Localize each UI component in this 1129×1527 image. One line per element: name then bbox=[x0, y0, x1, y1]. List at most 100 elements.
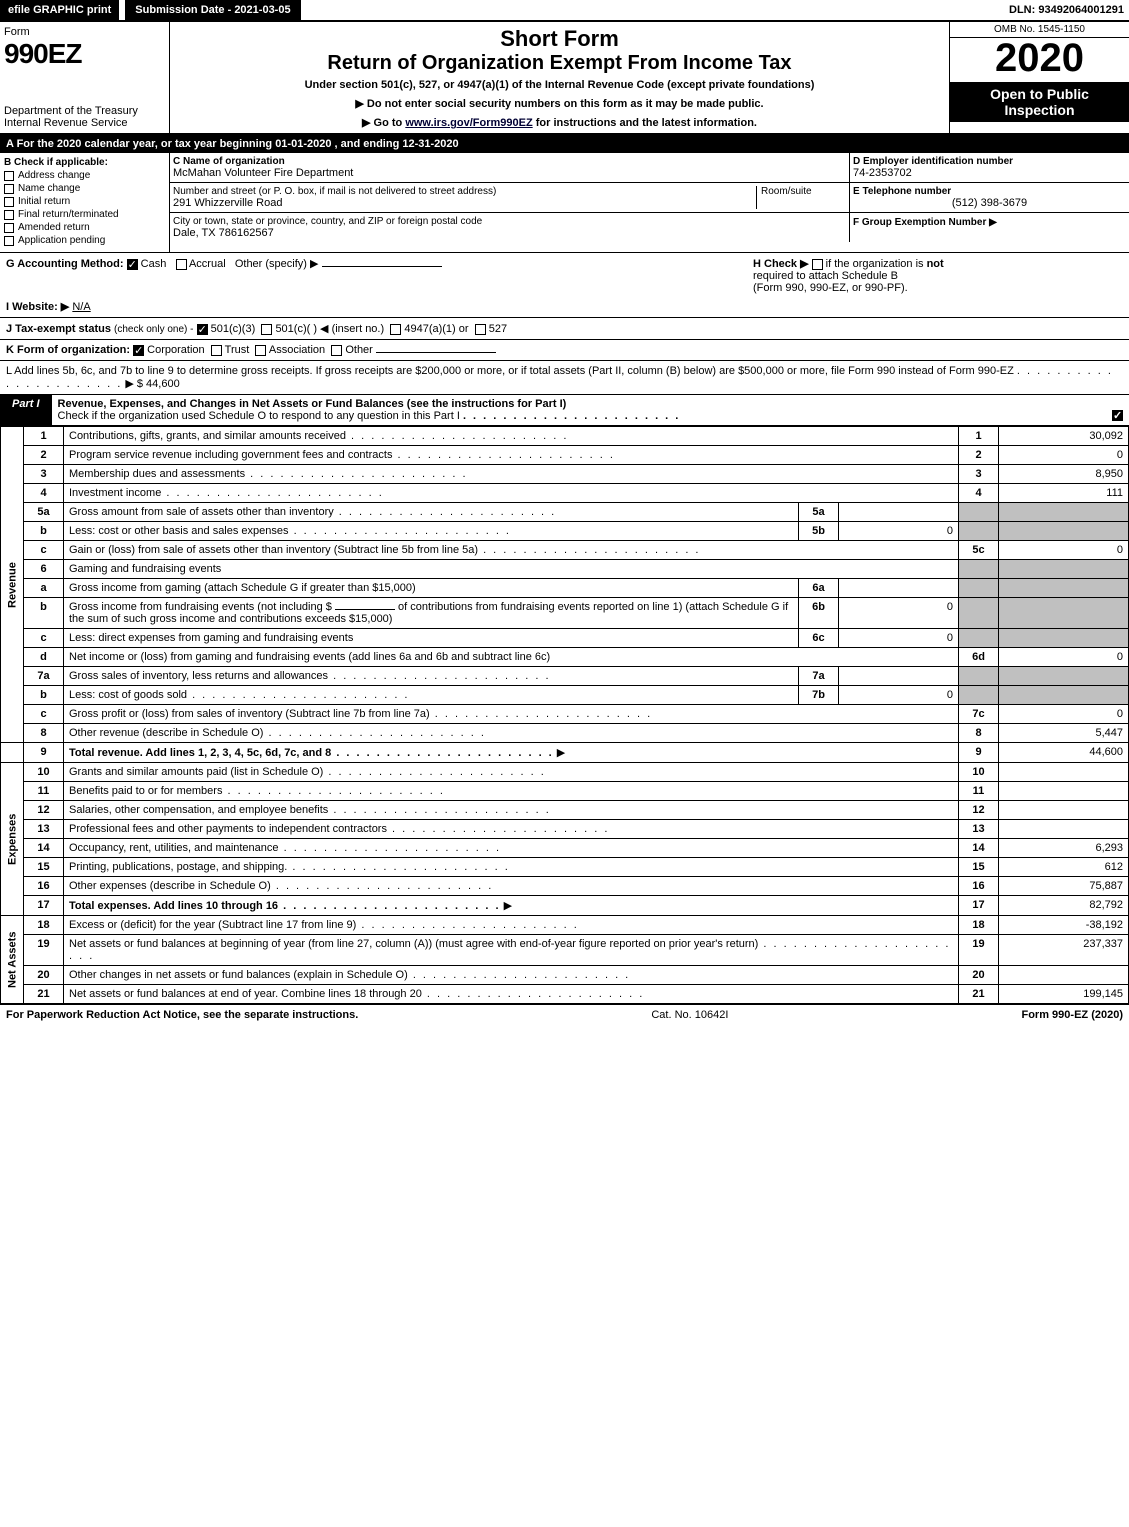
expenses-sidebar: Expenses bbox=[1, 763, 24, 916]
row-12-amt bbox=[999, 801, 1129, 820]
row-6d-rn: 6d bbox=[959, 648, 999, 667]
row-7b-no: b bbox=[24, 686, 64, 705]
org-name-label: C Name of organization bbox=[173, 156, 846, 167]
efile-print-button[interactable]: efile GRAPHIC print bbox=[0, 0, 119, 20]
row-10-desc: Grants and similar amounts paid (list in… bbox=[69, 766, 546, 778]
cat-no: Cat. No. 10642I bbox=[651, 1009, 728, 1021]
row-4-rn: 4 bbox=[959, 484, 999, 503]
accrual-checkbox[interactable] bbox=[176, 259, 187, 270]
row-6a-sub: 6a bbox=[799, 579, 839, 598]
form-of-org-label: K Form of organization: bbox=[6, 344, 130, 356]
row-19-amt: 237,337 bbox=[999, 935, 1129, 966]
row-6c-sub: 6c bbox=[799, 629, 839, 648]
row-17-rn: 17 bbox=[959, 896, 999, 916]
cash-checkbox[interactable] bbox=[127, 259, 138, 270]
revenue-sidebar: Revenue bbox=[1, 427, 24, 743]
row-5b-subval: 0 bbox=[839, 522, 959, 541]
4947-label: 4947(a)(1) or bbox=[404, 323, 468, 335]
line-l-text: L Add lines 5b, 6c, and 7b to line 9 to … bbox=[6, 365, 1014, 377]
final-return-checkbox[interactable] bbox=[4, 210, 14, 220]
501c3-checkbox[interactable] bbox=[197, 324, 208, 335]
row-6d-desc: Net income or (loss) from gaming and fun… bbox=[64, 648, 959, 667]
4947-checkbox[interactable] bbox=[390, 324, 401, 335]
row-18-amt: -38,192 bbox=[999, 916, 1129, 935]
row-12-desc: Salaries, other compensation, and employ… bbox=[69, 804, 551, 816]
association-checkbox[interactable] bbox=[255, 345, 266, 356]
city-label: City or town, state or province, country… bbox=[173, 216, 846, 227]
street-address: 291 Whizzerville Road bbox=[173, 197, 756, 209]
row-17-desc: Total expenses. Add lines 10 through 16 bbox=[69, 900, 501, 912]
schedule-o-checkbox[interactable] bbox=[1112, 410, 1123, 421]
ein-value: 74-2353702 bbox=[853, 167, 1126, 179]
initial-return-checkbox[interactable] bbox=[4, 197, 14, 207]
row-2-rn: 2 bbox=[959, 446, 999, 465]
line-h-text3: (Form 990, 990-EZ, or 990-PF). bbox=[753, 282, 908, 294]
row-5c-amt: 0 bbox=[999, 541, 1129, 560]
check-if-applicable: B Check if applicable: Address change Na… bbox=[0, 153, 170, 252]
row-7b-amt bbox=[999, 686, 1129, 705]
row-13-no: 13 bbox=[24, 820, 64, 839]
tax-year: 2020 bbox=[950, 38, 1129, 78]
row-14-rn: 14 bbox=[959, 839, 999, 858]
row-18-desc: Excess or (deficit) for the year (Subtra… bbox=[69, 919, 579, 931]
line-h-text2: required to attach Schedule B bbox=[753, 270, 898, 282]
netassets-sidebar: Net Assets bbox=[1, 916, 24, 1004]
row-10-amt bbox=[999, 763, 1129, 782]
row-14-no: 14 bbox=[24, 839, 64, 858]
line-l: L Add lines 5b, 6c, and 7b to line 9 to … bbox=[0, 361, 1129, 395]
info-block: B Check if applicable: Address change Na… bbox=[0, 153, 1129, 253]
501c3-label: 501(c)(3) bbox=[211, 323, 256, 335]
other-org-input[interactable] bbox=[376, 352, 496, 353]
row-15-rn: 15 bbox=[959, 858, 999, 877]
row-21-rn: 21 bbox=[959, 985, 999, 1004]
schedule-b-checkbox[interactable] bbox=[812, 259, 823, 270]
row-11-no: 11 bbox=[24, 782, 64, 801]
row-7c-amt: 0 bbox=[999, 705, 1129, 724]
footer-form-no: 990-EZ bbox=[1052, 1009, 1088, 1021]
row-7b-subval: 0 bbox=[839, 686, 959, 705]
trust-checkbox[interactable] bbox=[211, 345, 222, 356]
application-pending-checkbox[interactable] bbox=[4, 236, 14, 246]
other-method-input[interactable] bbox=[322, 266, 442, 267]
row-16-rn: 16 bbox=[959, 877, 999, 896]
row-1-rn: 1 bbox=[959, 427, 999, 446]
address-change-checkbox[interactable] bbox=[4, 171, 14, 181]
submission-date-badge: Submission Date - 2021-03-05 bbox=[125, 0, 300, 20]
address-change-label: Address change bbox=[18, 170, 90, 181]
addr-label: Number and street (or P. O. box, if mail… bbox=[173, 186, 756, 197]
row-2-amt: 0 bbox=[999, 446, 1129, 465]
row-7b-rn bbox=[959, 686, 999, 705]
row-15-no: 15 bbox=[24, 858, 64, 877]
dept-treasury: Department of the Treasury bbox=[4, 105, 165, 117]
open-public-badge: Open to Public Inspection bbox=[950, 82, 1129, 122]
line-h-label: H Check ▶ bbox=[753, 258, 809, 270]
footer-form-pre: Form bbox=[1021, 1009, 1052, 1021]
other-org-checkbox[interactable] bbox=[331, 345, 342, 356]
row-3-no: 3 bbox=[24, 465, 64, 484]
527-checkbox[interactable] bbox=[475, 324, 486, 335]
short-form-title: Short Form bbox=[180, 26, 939, 52]
website-label: I Website: ▶ bbox=[6, 301, 69, 313]
line-j: J Tax-exempt status (check only one) - 5… bbox=[0, 318, 1129, 340]
initial-return-label: Initial return bbox=[18, 196, 70, 207]
irs-link[interactable]: www.irs.gov/Form990EZ bbox=[405, 117, 532, 129]
amended-return-checkbox[interactable] bbox=[4, 223, 14, 233]
row-2-no: 2 bbox=[24, 446, 64, 465]
row-5b-desc: Less: cost or other basis and sales expe… bbox=[69, 525, 511, 537]
tax-exempt-label: J Tax-exempt status bbox=[6, 323, 111, 335]
row-6-desc: Gaming and fundraising events bbox=[64, 560, 959, 579]
row-20-rn: 20 bbox=[959, 966, 999, 985]
row-6d-no: d bbox=[24, 648, 64, 667]
501c-checkbox[interactable] bbox=[261, 324, 272, 335]
row-6b-amount-input[interactable] bbox=[335, 609, 395, 610]
row-9-no: 9 bbox=[24, 743, 64, 763]
row-19-desc: Net assets or fund balances at beginning… bbox=[69, 938, 950, 962]
row-5c-rn: 5c bbox=[959, 541, 999, 560]
section-ghi: G Accounting Method: Cash Accrual Other … bbox=[0, 253, 1129, 318]
name-change-checkbox[interactable] bbox=[4, 184, 14, 194]
footer-form-post: (2020) bbox=[1091, 1009, 1123, 1021]
row-19-rn: 19 bbox=[959, 935, 999, 966]
dln-label: DLN: 93492064001291 bbox=[1009, 4, 1129, 16]
527-label: 527 bbox=[489, 323, 507, 335]
corporation-checkbox[interactable] bbox=[133, 345, 144, 356]
